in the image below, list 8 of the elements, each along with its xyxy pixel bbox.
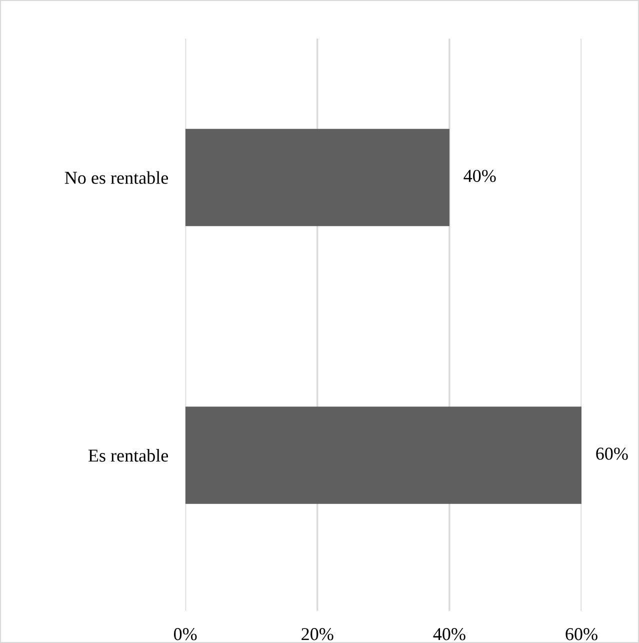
text: 60% — [596, 448, 628, 460]
x-tick-label: 40% — [433, 628, 466, 640]
text: 40% — [464, 170, 496, 182]
x-tick-label: 20% — [302, 628, 334, 640]
y-tick-label: No es rentable — [64, 171, 168, 184]
x-tick-label: 0% — [174, 628, 197, 640]
y-tick-label: Es rentable — [88, 449, 168, 462]
x-tick-label: 60% — [566, 628, 598, 640]
